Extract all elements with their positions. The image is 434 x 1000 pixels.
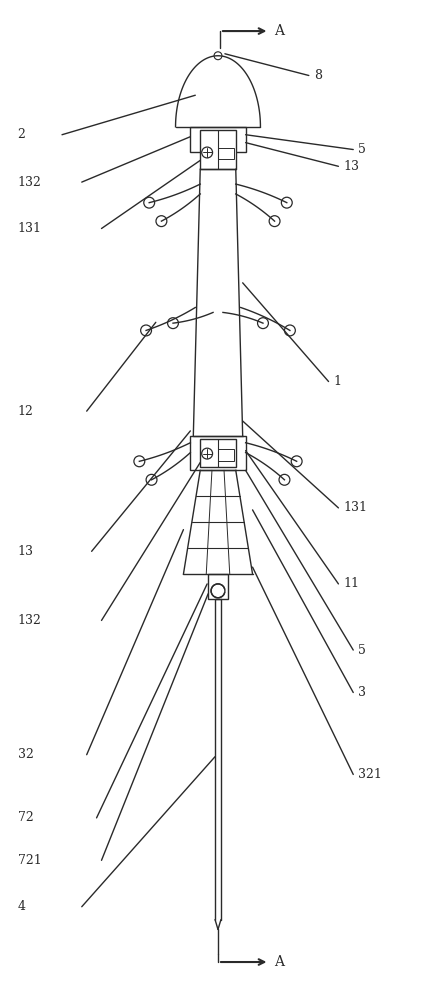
Text: 13: 13 (342, 160, 358, 173)
Text: 721: 721 (17, 854, 41, 867)
Circle shape (140, 325, 151, 336)
Circle shape (144, 197, 154, 208)
Text: 8: 8 (313, 69, 321, 82)
Text: 3: 3 (357, 686, 365, 699)
Text: 5: 5 (357, 644, 365, 657)
Text: 132: 132 (17, 614, 41, 627)
Text: A: A (273, 955, 283, 969)
Circle shape (257, 318, 268, 329)
Text: 5: 5 (357, 143, 365, 156)
Circle shape (156, 216, 167, 227)
Bar (217, 449, 233, 461)
Text: 2: 2 (17, 128, 26, 141)
Circle shape (269, 216, 279, 227)
Circle shape (290, 456, 301, 467)
Circle shape (201, 147, 212, 158)
Circle shape (284, 325, 295, 336)
Text: 12: 12 (17, 405, 33, 418)
Text: A: A (273, 24, 283, 38)
Circle shape (167, 318, 178, 329)
Text: 321: 321 (357, 768, 381, 781)
Bar (190, 436, 245, 470)
Text: 132: 132 (17, 176, 41, 189)
Text: 32: 32 (17, 748, 33, 761)
Bar (207, 574, 227, 599)
Text: 13: 13 (17, 545, 33, 558)
Circle shape (134, 456, 145, 467)
Text: 11: 11 (342, 577, 358, 590)
Circle shape (281, 197, 292, 208)
Circle shape (210, 584, 224, 598)
Text: 4: 4 (17, 900, 26, 913)
Text: 131: 131 (342, 501, 367, 514)
Text: 72: 72 (17, 811, 33, 824)
Bar (190, 127, 245, 152)
Text: 1: 1 (333, 375, 341, 388)
Circle shape (146, 474, 157, 485)
Circle shape (214, 52, 221, 60)
Bar (200, 439, 235, 467)
Text: 131: 131 (17, 222, 42, 235)
Circle shape (201, 448, 212, 459)
Bar (200, 130, 235, 169)
Bar (217, 148, 233, 159)
Circle shape (278, 474, 289, 485)
